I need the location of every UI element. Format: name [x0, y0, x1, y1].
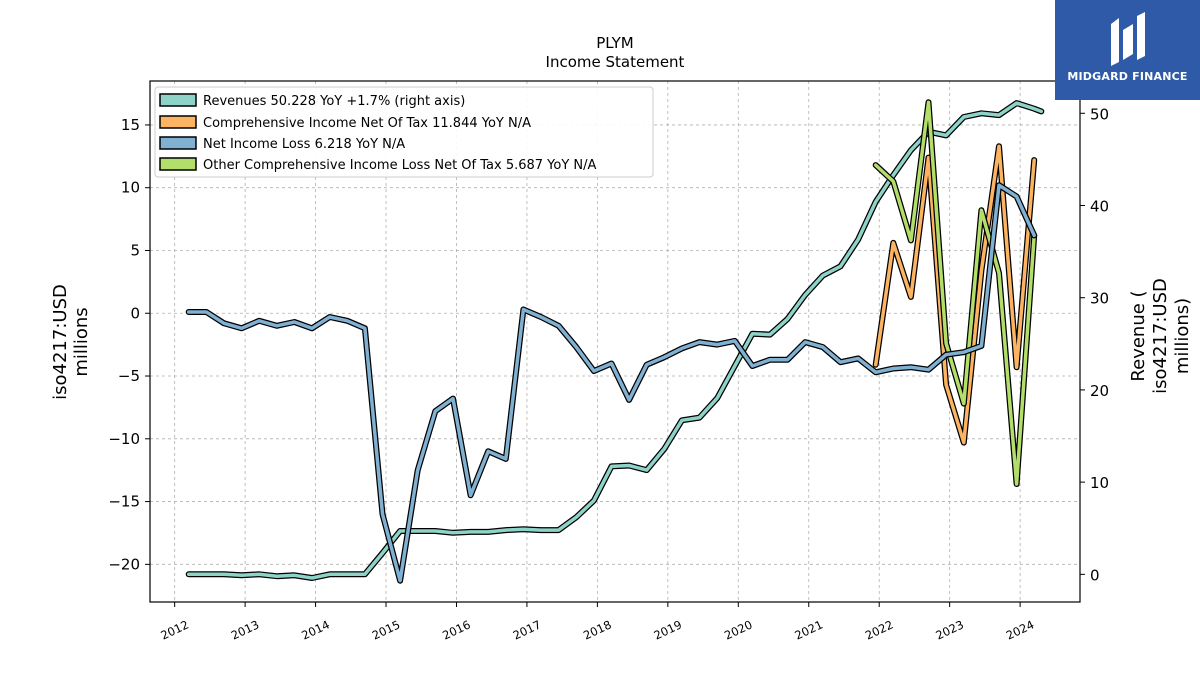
legend-swatch-net-income [159, 136, 197, 150]
legend-swatch-comprehensive [159, 115, 197, 129]
legend-swatch-revenue [159, 93, 197, 107]
left-tick-label-6: −15 [108, 493, 140, 511]
series-line-other_comprehensive [873, 100, 1036, 486]
right-tick-label-4: 10 [1090, 474, 1109, 492]
legend-label-comprehensive: Comprehensive Income Net Of Tax 11.844 Y… [203, 116, 531, 131]
series-lines [185, 99, 1045, 584]
legend-label-revenue: Revenues 50.228 YoY +1.7% (right axis) [203, 94, 465, 109]
plot-frame [149, 80, 1081, 603]
right-axis-label-line3: millions) [1172, 298, 1193, 374]
left-y-axis: 15 10 5 0 −5 −10 −15 −20 [108, 116, 150, 573]
series-line-net_income [186, 183, 1036, 583]
legend-box [154, 86, 654, 178]
left-tick-label-1: 10 [121, 179, 140, 197]
series-line-revenue [186, 101, 1044, 580]
right-tick-label-1: 40 [1090, 197, 1109, 215]
right-axis-label-line1: Revenue ( [1128, 290, 1149, 381]
left-tick-label-2: 5 [130, 241, 140, 259]
left-axis-label-line1: iso4217:USD [50, 284, 71, 400]
logo-text: MIDGARD FINANCE [1067, 70, 1188, 83]
left-tick-label-5: −10 [108, 430, 140, 448]
right-tick-label-2: 30 [1090, 290, 1109, 308]
series-line-comprehensive [873, 144, 1036, 445]
right-tick-label-0: 50 [1090, 105, 1109, 123]
legend: Revenues 50.228 YoY +1.7% (right axis) C… [154, 86, 654, 178]
left-axis-label-line2: millions [71, 307, 92, 376]
right-tick-label-5: 0 [1090, 566, 1100, 584]
legend-label-other-comprehensive: Other Comprehensive Income Loss Net Of T… [203, 158, 597, 173]
right-tick-label-3: 20 [1090, 382, 1109, 400]
chart-subtitle: Income Statement [546, 53, 685, 71]
left-tick-label-4: −5 [118, 367, 140, 385]
chart-title: PLYM [596, 34, 634, 52]
logo-mark-icon [1111, 12, 1145, 66]
legend-swatch-other-comprehensive [159, 157, 197, 171]
right-y-axis: 50 40 30 20 10 0 [1080, 105, 1109, 584]
right-axis-label-line2: iso4217:USD [1150, 278, 1171, 394]
left-tick-label-0: 15 [121, 116, 140, 134]
left-tick-label-3: 0 [130, 304, 140, 322]
legend-label-net-income: Net Income Loss 6.218 YoY N/A [203, 137, 405, 152]
midgard-finance-logo: MIDGARD FINANCE [1055, 0, 1200, 100]
left-tick-label-7: −20 [108, 555, 140, 573]
